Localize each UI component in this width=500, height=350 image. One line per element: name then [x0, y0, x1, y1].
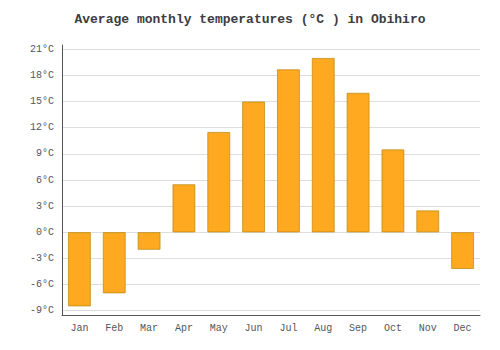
svg-text:Sep: Sep [349, 323, 367, 334]
svg-text:Apr: Apr [175, 323, 193, 334]
svg-text:3°C: 3°C [36, 201, 54, 212]
svg-text:6°C: 6°C [36, 175, 54, 186]
svg-text:Feb: Feb [105, 323, 123, 334]
svg-text:Aug: Aug [314, 323, 332, 334]
svg-text:Jul: Jul [279, 323, 297, 334]
svg-text:Mar: Mar [140, 323, 158, 334]
svg-text:21°C: 21°C [30, 44, 54, 55]
svg-text:Average monthly temperatures (: Average monthly temperatures (°C ) in Ob… [74, 12, 425, 27]
svg-text:Oct: Oct [384, 323, 402, 334]
svg-text:May: May [210, 323, 228, 334]
svg-text:12°C: 12°C [30, 122, 54, 133]
svg-text:Jun: Jun [245, 323, 263, 334]
svg-text:18°C: 18°C [30, 70, 54, 81]
svg-text:-3°C: -3°C [30, 253, 54, 264]
svg-text:15°C: 15°C [30, 96, 54, 107]
svg-text:-9°C: -9°C [30, 305, 54, 316]
svg-text:Jan: Jan [70, 323, 88, 334]
svg-text:-6°C: -6°C [30, 279, 54, 290]
svg-text:9°C: 9°C [36, 148, 54, 159]
svg-text:Nov: Nov [419, 323, 437, 334]
svg-text:Dec: Dec [454, 323, 472, 334]
svg-text:0°C: 0°C [36, 227, 54, 238]
